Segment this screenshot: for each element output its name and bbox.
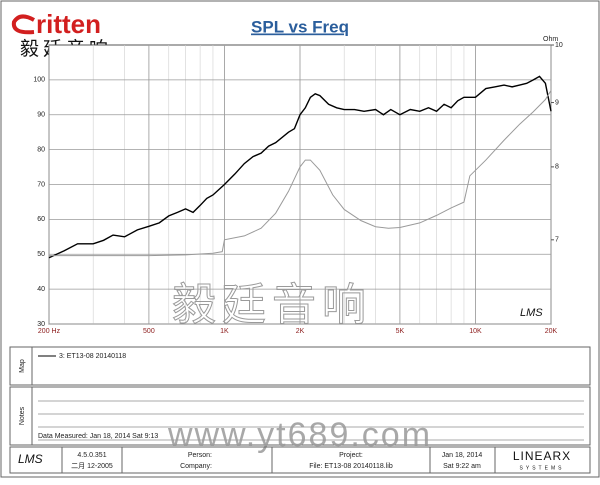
- y-tick-label: 40: [37, 286, 45, 293]
- note-lines: [38, 400, 584, 441]
- y-tick-label: 70: [37, 181, 45, 188]
- project: Project:: [339, 452, 363, 459]
- y-tick-label: 100: [33, 77, 45, 84]
- y-tick-label: 60: [37, 216, 45, 223]
- series-line: [49, 90, 552, 257]
- footer: [9, 446, 591, 474]
- series-line: [48, 75, 552, 259]
- build: 二月 12-2005: [71, 462, 113, 470]
- x-tick-label: 200 Hz: [38, 328, 61, 335]
- map-panel: [9, 346, 591, 386]
- map-label: Map: [19, 359, 26, 373]
- y-tick-label: 50: [37, 251, 45, 258]
- watermark-brand: 毅廷音响: [172, 281, 372, 330]
- vendor: LINEARX: [513, 449, 571, 463]
- chart-title: SPL vs Freq: [251, 17, 349, 36]
- company: Company:: [180, 463, 212, 470]
- footer-dividers: [61, 447, 496, 473]
- x-tick-label: 20K: [545, 328, 558, 335]
- y2-tick-label: 10: [555, 42, 563, 49]
- y2-tick-label: 7: [555, 237, 559, 244]
- x-tick-label: 5K: [396, 328, 405, 335]
- footer-logo: LMS: [18, 452, 43, 466]
- vendor-sub: SYSTEMS: [520, 465, 565, 471]
- plot: 200 Hz 500 1K 2K 5K 10K 20K 30 40 50 60 70 80 90 100 7 8…: [33, 42, 563, 335]
- x-tick-label: 2K: [296, 328, 305, 335]
- x-tick-label: 10K: [469, 328, 482, 335]
- version: 4.5.0.351: [77, 452, 106, 459]
- y-tick-label: 30: [37, 321, 45, 328]
- y-tick-label: 80: [37, 146, 45, 153]
- time: Sat 9:22 am: [443, 463, 481, 470]
- y-tick-label: 90: [37, 112, 45, 119]
- notes-label: Notes: [19, 406, 26, 425]
- notes-panel: [9, 386, 591, 446]
- x-tick-label: 500: [143, 328, 155, 335]
- watermark-url: www.yt689.com: [167, 416, 432, 454]
- file: File: ET13-08 20140118.lib: [309, 463, 393, 470]
- measured-note: Data Measured: Jan 18, 2014 Sat 9:13: [38, 433, 158, 440]
- person: Person:: [188, 452, 212, 459]
- y2-tick-label: 8: [555, 164, 559, 171]
- y2-tick-label: 9: [555, 99, 559, 106]
- x-tick-label: 1K: [220, 328, 229, 335]
- logo-swoosh: [11, 14, 35, 35]
- y2-axis-label: Ohm: [543, 36, 558, 43]
- annotation: LMS: [520, 307, 543, 319]
- logo: ritten: [36, 9, 101, 39]
- date: Jan 18, 2014: [442, 452, 483, 459]
- legend-entry: 3: ET13-08 20140118: [59, 353, 126, 360]
